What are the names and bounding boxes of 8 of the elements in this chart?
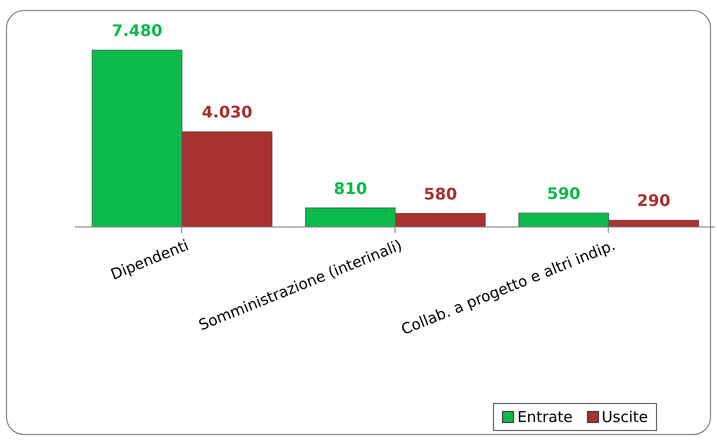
legend-label: Uscite <box>600 408 648 426</box>
data-label: 290 <box>637 191 670 210</box>
legend-label: Entrate <box>516 408 573 426</box>
data-label: 810 <box>334 178 368 198</box>
data-label: 580 <box>424 184 458 204</box>
data-label: 4.030 <box>202 102 252 122</box>
data-label: 590 <box>547 184 580 204</box>
data-label: 7.480 <box>112 21 162 40</box>
